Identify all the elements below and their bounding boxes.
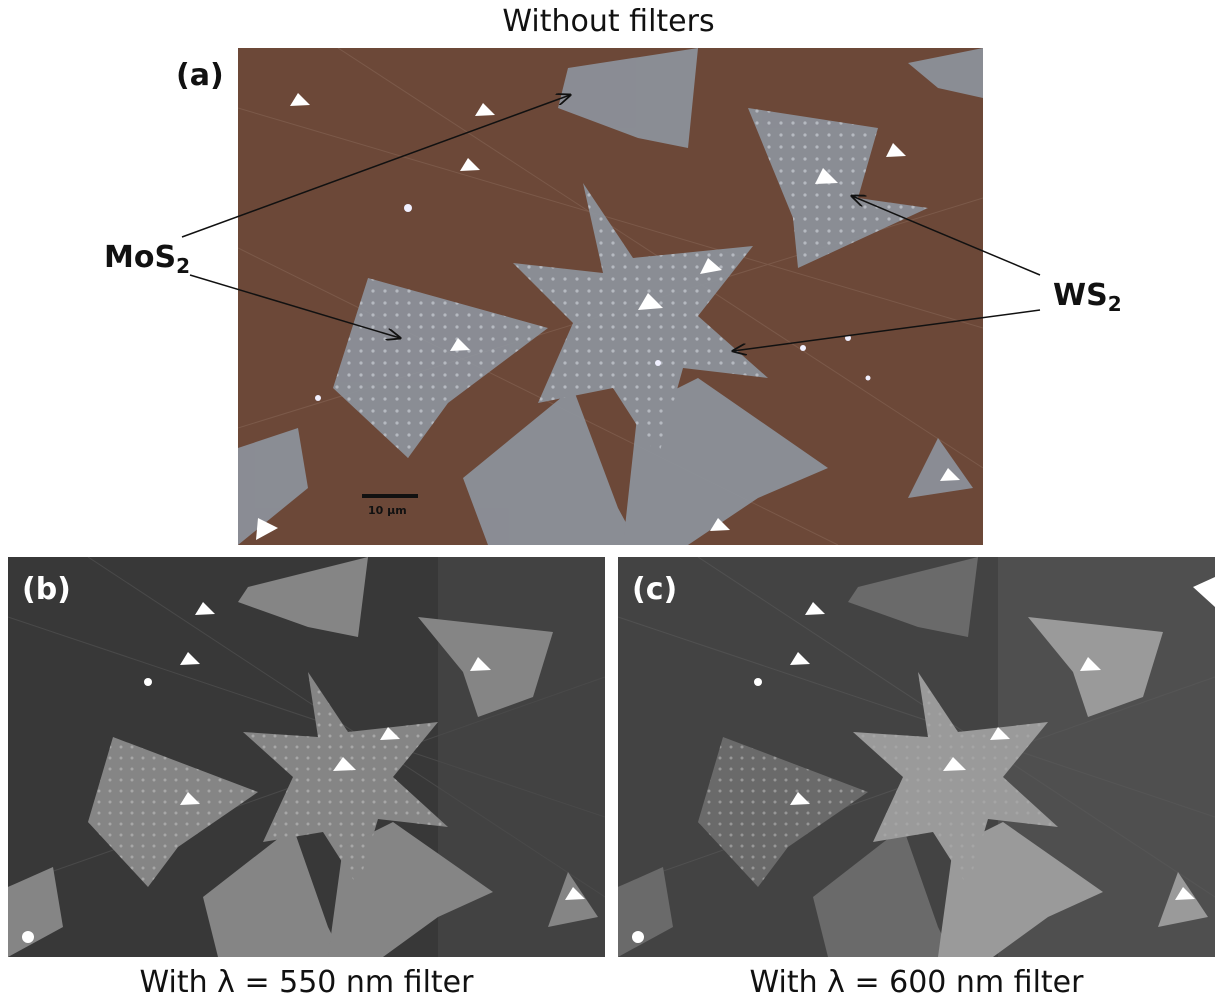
flake-bottom-a bbox=[463, 388, 638, 545]
scale-bar bbox=[362, 494, 418, 498]
flake-top-right bbox=[908, 48, 983, 98]
mos2-label-base: MoS bbox=[104, 240, 177, 275]
top-caption: Without filters bbox=[502, 4, 715, 39]
panel-b-micrograph bbox=[8, 557, 605, 957]
panel-a-label: (a) bbox=[176, 58, 224, 93]
mos2-label: MoS2 bbox=[104, 240, 190, 278]
panel-c-image bbox=[618, 557, 1215, 957]
panel-b-image bbox=[8, 557, 605, 957]
panel-a-image: 10 μm bbox=[238, 48, 983, 545]
panel-c-micrograph bbox=[618, 557, 1215, 957]
panel-b-label: (b) bbox=[22, 572, 71, 607]
panel-a-micrograph: 10 μm bbox=[238, 48, 983, 545]
flake-top-mos2 bbox=[558, 48, 698, 148]
scale-bar-label: 10 μm bbox=[368, 504, 407, 517]
panel-c-caption: With λ = 600 nm filter bbox=[749, 965, 1084, 1000]
flake-bottom-b bbox=[623, 378, 828, 545]
flake-small-right bbox=[908, 438, 973, 498]
mos2-label-sub: 2 bbox=[176, 254, 190, 278]
ws2-label: WS2 bbox=[1053, 278, 1122, 316]
panel-b-caption: With λ = 550 nm filter bbox=[139, 965, 474, 1000]
ws2-label-base: WS bbox=[1053, 278, 1108, 313]
ws2-label-sub: 2 bbox=[1107, 292, 1122, 316]
panel-c-label: (c) bbox=[632, 572, 678, 607]
flake-left-edge bbox=[238, 428, 308, 545]
